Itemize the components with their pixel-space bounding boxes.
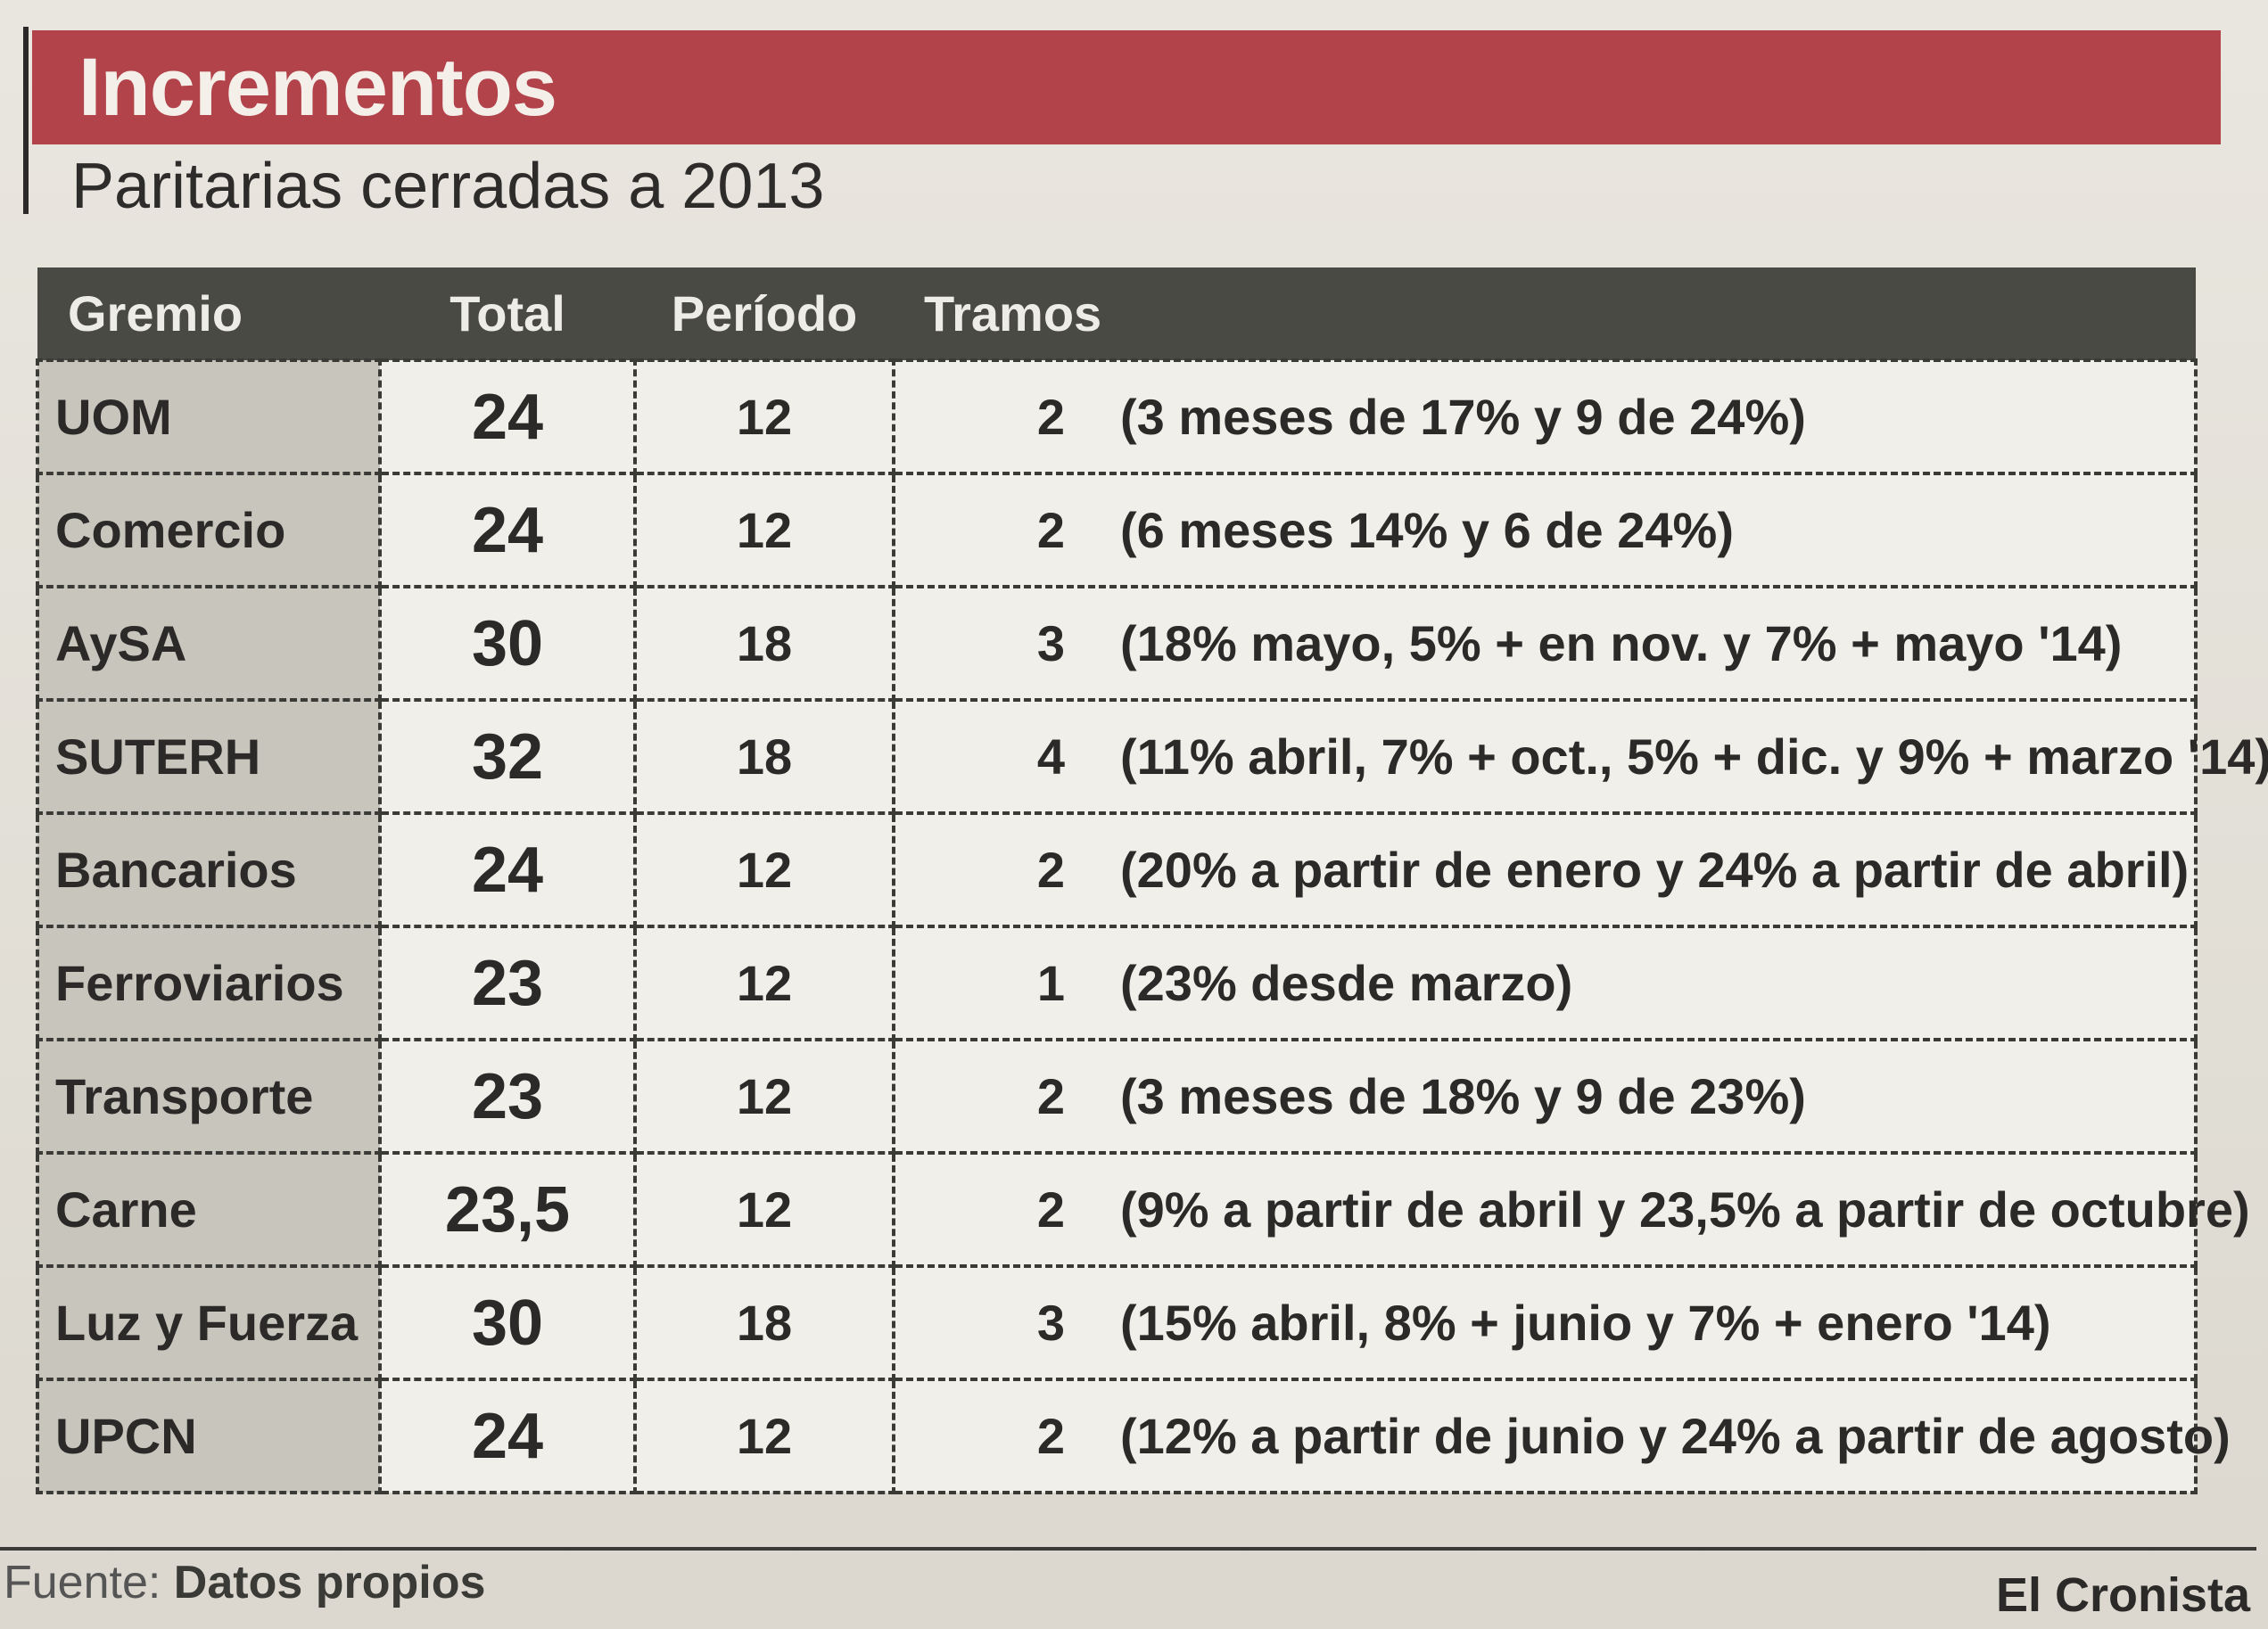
- table-row: Bancarios 24 12 2 (20% a partir de enero y 2…: [36, 811, 2198, 928]
- gremio-cell: UOM: [36, 358, 382, 475]
- tramos-cell: 3 (15% abril, 8% + junio y 7% + enero '14…: [892, 1264, 2198, 1381]
- source-value: Datos propios: [173, 1557, 486, 1608]
- periodo-cell: 18: [633, 585, 895, 702]
- tramos-cell: 2 (3 meses de 18% y 9 de 23%): [892, 1038, 2198, 1155]
- total-cell: 23,5: [378, 1151, 637, 1268]
- tramos-count: 1: [1036, 955, 1065, 1011]
- total-cell: 24: [378, 358, 637, 475]
- tramos-cell: 2 (12% a partir de junio y 24% a partir d…: [892, 1378, 2231, 1494]
- tramos-cell: 2 (9% a partir de abril y 23,5% a partir …: [892, 1151, 2250, 1268]
- periodo-cell: 18: [633, 698, 895, 815]
- tramos-count: 2: [1036, 1408, 1065, 1464]
- tramos-detail: (15% abril, 8% + junio y 7% + enero '14): [1120, 1295, 2051, 1351]
- tramos-detail: (11% abril, 7% + oct., 5% + dic. y 9% + …: [1120, 728, 2268, 785]
- tramos-count: 2: [1036, 1068, 1065, 1124]
- periodo-cell: 12: [633, 358, 895, 475]
- data-table: Gremio Total Período Tramos UOM 24 12 2 (3 m…: [36, 267, 2268, 1494]
- tramos-detail: (12% a partir de junio y 24% a partir de…: [1120, 1408, 2231, 1464]
- tramos-cell: 2 (3 meses de 17% y 9 de 24%): [892, 358, 2198, 475]
- periodo-cell: 12: [633, 1151, 895, 1268]
- tramos-detail: (20% a partir de enero y 24% a partir de…: [1120, 842, 2190, 898]
- column-header-gremio: Gremio: [37, 267, 380, 360]
- total-cell: 23: [378, 1038, 637, 1155]
- tramos-detail: (6 meses 14% y 6 de 24%): [1120, 502, 1734, 558]
- tramos-detail: (23% desde marzo): [1120, 955, 1573, 1011]
- table-header-row: Gremio Total Período Tramos: [37, 267, 2196, 360]
- total-cell: 30: [378, 585, 637, 702]
- gremio-cell: Transporte: [36, 1038, 382, 1155]
- total-cell: 24: [378, 811, 637, 928]
- total-cell: 32: [378, 698, 637, 815]
- gremio-cell: Comercio: [36, 472, 382, 588]
- column-header-tramos: Tramos: [894, 267, 2196, 360]
- gremio-cell: Carne: [36, 1151, 382, 1268]
- periodo-cell: 12: [633, 925, 895, 1041]
- tramos-count: 3: [1036, 1295, 1065, 1351]
- tramos-cell: 1 (23% desde marzo): [892, 925, 2198, 1041]
- tramos-count: 2: [1036, 389, 1065, 445]
- gremio-cell: Luz y Fuerza: [36, 1264, 382, 1381]
- tramos-count: 2: [1036, 502, 1065, 558]
- table-body: UOM 24 12 2 (3 meses de 17% y 9 de 24%) Comer…: [36, 358, 2268, 1494]
- total-cell: 24: [378, 472, 637, 588]
- table-row: SUTERH 32 18 4 (11% abril, 7% + oct., 5% + d…: [36, 698, 2268, 815]
- gremio-cell: Ferroviarios: [36, 925, 382, 1041]
- table-row: Comercio 24 12 2 (6 meses 14% y 6 de 24%): [36, 472, 2198, 588]
- periodo-cell: 18: [633, 1264, 895, 1381]
- periodo-cell: 12: [633, 472, 895, 588]
- gremio-cell: AySA: [36, 585, 382, 702]
- title-bar: Incrementos: [32, 30, 2221, 144]
- total-cell: 30: [378, 1264, 637, 1381]
- tramos-cell: 2 (20% a partir de enero y 24% a partir d…: [892, 811, 2198, 928]
- tramos-detail: (9% a partir de abril y 23,5% a partir d…: [1120, 1181, 2250, 1238]
- table-row: UPCN 24 12 2 (12% a partir de junio y 24% a …: [36, 1378, 2231, 1494]
- tramos-count: 4: [1036, 728, 1065, 785]
- tramos-count: 3: [1036, 615, 1065, 671]
- table-row: Transporte 23 12 2 (3 meses de 18% y 9 de 23…: [36, 1038, 2198, 1155]
- data-table-wrapper: Gremio Total Período Tramos UOM 24 12 2 (3 m…: [36, 267, 2268, 1494]
- table-row: Carne 23,5 12 2 (9% a partir de abril y 23,5…: [36, 1151, 2250, 1268]
- tramos-detail: (3 meses de 17% y 9 de 24%): [1120, 389, 1806, 445]
- table-row: Luz y Fuerza 30 18 3 (15% abril, 8% + junio …: [36, 1264, 2198, 1381]
- footer-rule: [0, 1547, 2256, 1551]
- total-cell: 23: [378, 925, 637, 1041]
- page-title: Incrementos: [78, 41, 557, 133]
- tramos-detail: (3 meses de 18% y 9 de 23%): [1120, 1068, 1806, 1124]
- source-note: Fuente: Datos propios: [4, 1556, 485, 1609]
- table-row: Ferroviarios 23 12 1 (23% desde marzo): [36, 925, 2198, 1041]
- tramos-cell: 3 (18% mayo, 5% + en nov. y 7% + mayo '14…: [892, 585, 2198, 702]
- brand-credit: El Cronista: [1995, 1568, 2250, 1622]
- tramos-cell: 4 (11% abril, 7% + oct., 5% + dic. y 9% +…: [892, 698, 2268, 815]
- gremio-cell: Bancarios: [36, 811, 382, 928]
- tramos-cell: 2 (6 meses 14% y 6 de 24%): [892, 472, 2198, 588]
- total-cell: 24: [378, 1378, 637, 1494]
- tramos-count: 2: [1036, 842, 1065, 898]
- tramos-detail: (18% mayo, 5% + en nov. y 7% + mayo '14): [1120, 615, 2123, 671]
- periodo-cell: 12: [633, 811, 895, 928]
- gremio-cell: UPCN: [36, 1378, 382, 1494]
- column-header-total: Total: [380, 267, 635, 360]
- left-rule: [23, 27, 29, 214]
- gremio-cell: SUTERH: [36, 698, 382, 815]
- tramos-count: 2: [1036, 1181, 1065, 1238]
- column-header-periodo: Período: [635, 267, 894, 360]
- periodo-cell: 12: [633, 1378, 895, 1494]
- source-label: Fuente:: [4, 1557, 161, 1608]
- table-row: AySA 30 18 3 (18% mayo, 5% + en nov. y 7% + …: [36, 585, 2198, 702]
- page-subtitle: Paritarias cerradas a 2013: [71, 151, 825, 222]
- table-row: UOM 24 12 2 (3 meses de 17% y 9 de 24%): [36, 358, 2198, 475]
- periodo-cell: 12: [633, 1038, 895, 1155]
